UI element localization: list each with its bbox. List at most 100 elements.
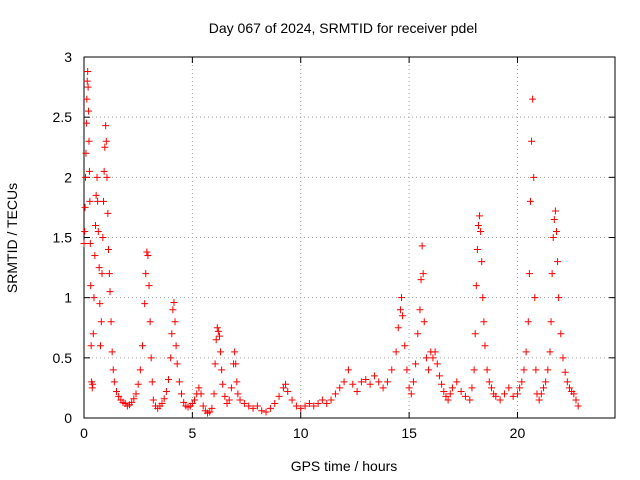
data-point: [83, 95, 91, 103]
data-point: [225, 396, 233, 404]
data-point: [169, 306, 177, 314]
data-point: [113, 388, 121, 396]
data-point: [136, 366, 144, 374]
data-point: [398, 294, 406, 302]
data-point: [394, 324, 402, 332]
data-point: [327, 396, 335, 404]
data-point: [473, 246, 481, 254]
data-point: [559, 354, 567, 362]
data-point: [89, 380, 97, 388]
data-point: [301, 402, 309, 410]
y-tick-label: 1: [64, 290, 72, 306]
data-point: [528, 137, 536, 145]
data-point: [143, 248, 151, 256]
data-point: [379, 384, 387, 392]
data-point: [516, 384, 524, 392]
data-point: [253, 402, 261, 410]
data-point: [148, 378, 156, 386]
data-point: [505, 384, 513, 392]
data-point: [414, 330, 422, 338]
y-tick-label: 3: [64, 49, 72, 65]
data-point: [438, 380, 446, 388]
data-point: [180, 398, 188, 406]
axis-ticks: [83, 56, 615, 419]
data-point: [104, 246, 112, 254]
data-point: [412, 360, 420, 368]
data-point: [145, 282, 153, 290]
data-point: [468, 384, 476, 392]
x-tick-label: 15: [401, 425, 417, 441]
data-point: [362, 375, 370, 383]
data-point: [173, 360, 181, 368]
data-point: [542, 378, 550, 386]
data-point: [418, 242, 426, 250]
data-point: [275, 392, 283, 400]
x-tick-label: 20: [510, 425, 526, 441]
data-point: [549, 234, 557, 241]
data-point: [532, 366, 540, 374]
data-point: [101, 143, 109, 151]
data-point: [344, 366, 352, 374]
data-point: [175, 378, 183, 386]
x-axis-tick-labels: 0 5 10 15 20: [80, 425, 525, 441]
data-point: [349, 380, 357, 388]
data-point: [336, 384, 344, 392]
data-point: [416, 306, 424, 314]
data-point: [85, 167, 93, 175]
data-point: [110, 378, 118, 386]
data-point: [520, 366, 528, 374]
data-point: [160, 395, 168, 403]
x-tick-label: 10: [293, 425, 309, 441]
data-point: [433, 360, 441, 368]
data-point: [106, 288, 114, 296]
data-point: [375, 378, 383, 386]
data-point: [84, 67, 92, 75]
data-point: [233, 378, 241, 386]
y-tick-label: 0.5: [53, 350, 73, 366]
data-point: [94, 227, 102, 235]
data-point: [195, 384, 203, 392]
data-point: [217, 348, 225, 356]
data-point: [340, 378, 348, 386]
data-point: [83, 77, 91, 85]
data-point: [485, 378, 493, 386]
data-point: [130, 395, 138, 403]
data-point: [165, 375, 173, 383]
data-point: [474, 221, 482, 229]
data-point: [96, 300, 104, 308]
data-point: [383, 378, 391, 386]
data-point: [480, 318, 488, 326]
data-point: [565, 384, 573, 392]
data-point: [429, 354, 437, 362]
data-point: [529, 95, 537, 103]
data-point: [219, 380, 227, 388]
data-point: [96, 342, 104, 350]
data-point: [100, 167, 108, 175]
x-tick-label: 0: [80, 425, 88, 441]
data-point: [86, 197, 94, 205]
data-point: [91, 252, 99, 260]
data-point: [109, 366, 117, 374]
y-tick-label: 1.5: [53, 230, 73, 246]
data-point: [457, 388, 465, 396]
data-point: [479, 294, 487, 302]
data-point: [440, 388, 448, 396]
y-tick-label: 2: [64, 169, 72, 185]
x-tick-label: 5: [188, 425, 196, 441]
data-point: [357, 378, 365, 386]
data-point: [487, 384, 495, 392]
data-point: [442, 392, 450, 400]
data-point: [105, 270, 113, 278]
data-point: [80, 240, 88, 248]
data-point: [539, 384, 547, 392]
data-point: [212, 336, 220, 344]
data-point: [90, 294, 98, 302]
data-point: [288, 396, 296, 404]
y-tick-label: 0: [64, 410, 72, 426]
data-point: [91, 221, 99, 229]
data-point: [561, 368, 569, 376]
data-point: [524, 318, 532, 326]
data-point: [95, 264, 103, 272]
data-point: [240, 400, 248, 408]
